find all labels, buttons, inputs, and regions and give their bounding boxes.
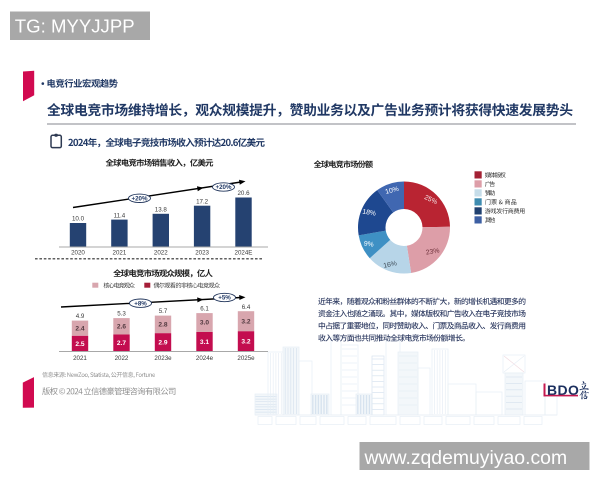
svg-text:+20%: +20% — [216, 184, 232, 191]
svg-text:20.6: 20.6 — [237, 190, 250, 197]
svg-text:11.4: 11.4 — [114, 212, 126, 219]
svg-text:4.9: 4.9 — [76, 313, 85, 320]
svg-text:2.9: 2.9 — [158, 340, 167, 347]
svg-text:2.5: 2.5 — [75, 341, 84, 348]
svg-text:BDO: BDO — [547, 382, 579, 398]
svg-text:+8%: +8% — [134, 300, 147, 307]
svg-text:2.7: 2.7 — [117, 340, 126, 347]
svg-text:2.6: 2.6 — [117, 324, 126, 331]
svg-text:2.8: 2.8 — [158, 322, 167, 329]
svg-text:2022: 2022 — [154, 250, 168, 257]
svg-text:6.1: 6.1 — [200, 306, 209, 313]
svg-text:5.3: 5.3 — [117, 311, 126, 318]
svg-text:www.zqdemuyiyao.com: www.zqdemuyiyao.com — [364, 447, 568, 469]
svg-text:18%: 18% — [362, 208, 377, 217]
svg-text:17.2: 17.2 — [196, 198, 209, 205]
svg-text:2023e: 2023e — [154, 355, 172, 362]
svg-text:2022: 2022 — [115, 355, 129, 362]
svg-text:3.2: 3.2 — [241, 339, 250, 346]
svg-text:2025e: 2025e — [237, 355, 255, 362]
svg-text:9%: 9% — [363, 240, 374, 248]
svg-text:2024E: 2024E — [235, 250, 253, 257]
svg-text:2024e: 2024e — [196, 355, 214, 362]
svg-text:2021: 2021 — [113, 250, 127, 257]
svg-text:6.4: 6.4 — [242, 304, 251, 311]
svg-text:TG: MYYJJPP: TG: MYYJJPP — [15, 16, 135, 37]
svg-text:5.7: 5.7 — [159, 308, 168, 315]
svg-text:3.1: 3.1 — [200, 339, 209, 346]
svg-text:23%: 23% — [425, 247, 440, 256]
svg-text:3.0: 3.0 — [200, 320, 209, 327]
svg-text:2021: 2021 — [73, 355, 87, 362]
svg-text:+5%: +5% — [218, 295, 231, 302]
svg-text:10.0: 10.0 — [72, 216, 85, 223]
svg-text:3.2: 3.2 — [241, 319, 250, 326]
svg-text:2020: 2020 — [71, 250, 85, 257]
svg-text:2.4: 2.4 — [75, 325, 84, 332]
svg-text:+20%: +20% — [132, 195, 148, 202]
svg-text:13.8: 13.8 — [155, 207, 168, 214]
svg-text:2023: 2023 — [195, 250, 209, 257]
svg-text:16%: 16% — [383, 260, 398, 270]
svg-text:10%: 10% — [385, 186, 400, 196]
